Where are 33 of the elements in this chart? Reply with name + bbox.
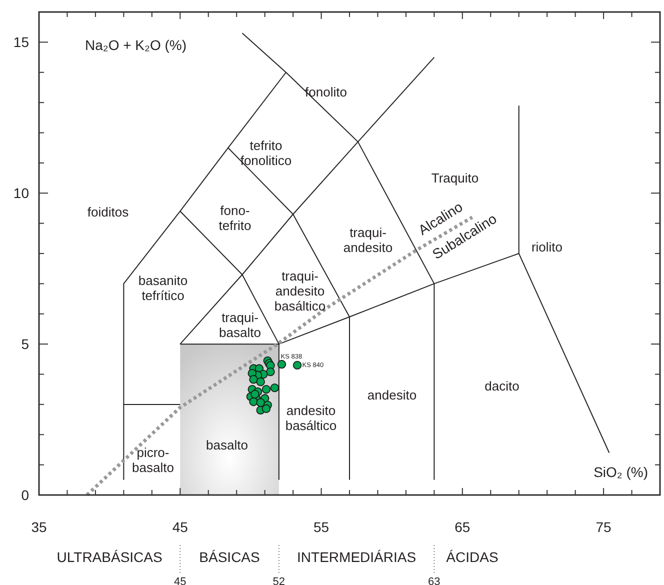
annotation: traqui- basalto bbox=[219, 310, 261, 340]
annotation: basalto bbox=[206, 438, 248, 452]
x-tick-label: 65 bbox=[454, 519, 470, 535]
annotation: foiditos bbox=[87, 204, 130, 220]
x-tick-label: 75 bbox=[596, 519, 612, 535]
y-tick-label: 15 bbox=[13, 34, 30, 50]
x2-tick-label: 45 bbox=[174, 576, 186, 585]
text: INTERMEDIÁRIAS bbox=[297, 549, 416, 565]
y-axis-title: Na₂O + K₂O (%) bbox=[85, 37, 186, 53]
x-axis-title: SiO₂ (%) bbox=[594, 464, 648, 480]
annotation: traqui- andesito basáltico bbox=[274, 268, 326, 314]
text: ULTRABÁSICAS bbox=[56, 549, 162, 565]
x2-tick-label: 52 bbox=[272, 576, 286, 585]
annotation: Traquito bbox=[431, 170, 479, 186]
text: BÁSICAS bbox=[199, 549, 260, 565]
annotation: tefrito fonolitico bbox=[240, 138, 292, 168]
x-tick-label: 35 bbox=[31, 519, 47, 535]
annotation: andesito bbox=[367, 388, 417, 402]
annotation: fono- tefrito bbox=[218, 202, 252, 234]
x-tick-label: 45 bbox=[172, 519, 188, 535]
annotation: picro- basalto bbox=[132, 444, 174, 476]
x-tick-label: 55 bbox=[313, 519, 330, 535]
x2-tick-label: 63 bbox=[428, 576, 440, 585]
annotation: traqui- andesito bbox=[343, 224, 393, 256]
annotation: riolito bbox=[531, 240, 563, 254]
y-tick-label: 5 bbox=[21, 336, 30, 352]
y-tick-label: 0 bbox=[21, 487, 30, 503]
annotation: basanito tefrítico bbox=[138, 272, 188, 304]
annotation: fonolito bbox=[305, 84, 347, 100]
annotation: andesito basáltico bbox=[285, 402, 337, 434]
annotation: dacito bbox=[484, 378, 520, 394]
y-tick-label: 10 bbox=[13, 185, 30, 202]
text: ÁCIDAS bbox=[446, 549, 498, 565]
